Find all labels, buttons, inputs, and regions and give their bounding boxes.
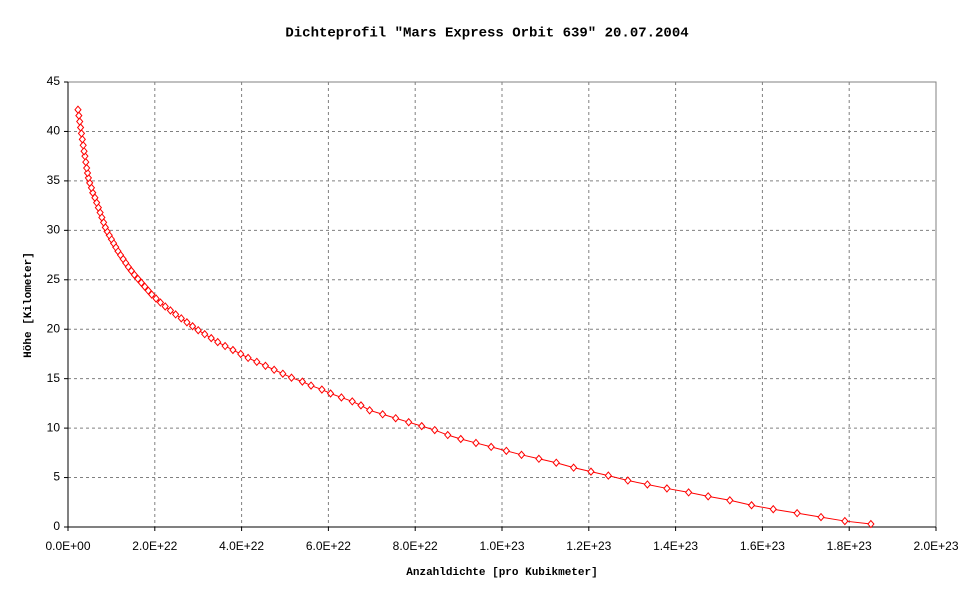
- data-point: [279, 369, 287, 378]
- data-point: [177, 314, 185, 323]
- data-point: [270, 365, 278, 375]
- data-point: [817, 512, 825, 522]
- data-point: [726, 496, 734, 505]
- y-tick-label: 30: [47, 223, 61, 237]
- data-point: [502, 446, 510, 456]
- x-tick-label: 4.0E+22: [219, 539, 264, 553]
- data-point: [405, 417, 413, 427]
- data-point: [79, 141, 87, 150]
- data-point: [472, 438, 480, 448]
- data-point: [841, 516, 849, 526]
- data-point: [357, 401, 365, 410]
- data-point: [418, 421, 426, 431]
- data-point: [378, 409, 387, 419]
- data-point: [76, 123, 85, 132]
- data-point: [161, 302, 169, 311]
- data-point: [188, 321, 197, 331]
- data-point: [82, 157, 90, 167]
- data-point: [552, 458, 560, 467]
- data-point: [444, 430, 452, 440]
- data-point: [793, 508, 801, 518]
- x-tick-label: 0.0E+00: [45, 539, 90, 553]
- data-point: [253, 357, 261, 367]
- data-point: [141, 282, 149, 291]
- y-tick-label: 35: [47, 173, 61, 187]
- data-point: [261, 361, 270, 371]
- x-tick-label: 2.0E+23: [913, 539, 958, 553]
- data-point: [244, 353, 252, 363]
- x-tick-label: 8.0E+22: [393, 539, 438, 553]
- data-point: [517, 450, 526, 460]
- data-point: [221, 341, 229, 351]
- data-point: [214, 337, 222, 347]
- x-tick-label: 1.8E+23: [827, 539, 872, 553]
- data-point: [287, 373, 296, 382]
- data-point: [569, 463, 578, 472]
- data-point: [365, 406, 374, 415]
- x-tick-label: 1.6E+23: [740, 539, 785, 553]
- y-tick-label: 10: [47, 420, 61, 434]
- x-axis-title: Anzahldichte [pro Kubikmeter]: [406, 567, 597, 579]
- data-point: [684, 488, 693, 497]
- y-axis-title: Höhe [Kilometer]: [23, 252, 35, 358]
- x-tick-label: 1.0E+23: [479, 539, 524, 553]
- x-tick-label: 1.4E+23: [653, 539, 698, 553]
- data-point: [166, 306, 175, 315]
- data-point: [326, 389, 335, 398]
- data-point: [747, 500, 756, 510]
- data-point: [392, 413, 400, 423]
- data-point: [867, 519, 875, 529]
- data-point: [237, 349, 245, 359]
- chart-title: Dichteprofil "Mars Express Orbit 639" 20…: [285, 26, 688, 42]
- data-point: [298, 377, 307, 386]
- data-point: [148, 290, 156, 299]
- data-point: [604, 471, 612, 480]
- x-tick-label: 1.2E+23: [566, 539, 611, 553]
- data-point: [156, 298, 165, 307]
- y-tick-label: 40: [47, 124, 61, 138]
- data-point: [134, 274, 142, 284]
- data-point: [487, 442, 495, 452]
- data-point: [194, 325, 202, 335]
- data-point: [337, 393, 346, 402]
- x-tick-label: 2.0E+22: [132, 539, 177, 553]
- data-point: [137, 278, 146, 288]
- y-tick-label: 0: [53, 519, 60, 533]
- data-point: [535, 454, 543, 464]
- data-point: [318, 385, 326, 394]
- data-point: [201, 329, 209, 339]
- data-point: [624, 476, 632, 485]
- data-point: [77, 129, 86, 138]
- data-point: [183, 318, 191, 327]
- data-point: [704, 492, 712, 501]
- y-tick-label: 45: [47, 74, 61, 88]
- data-point: [83, 163, 91, 173]
- data-point: [348, 397, 356, 406]
- data-point: [431, 425, 439, 435]
- data-point: [84, 173, 93, 183]
- data-point: [75, 111, 83, 120]
- y-tick-label: 20: [47, 321, 61, 335]
- data-point: [78, 135, 86, 144]
- y-tick-label: 5: [53, 470, 60, 484]
- data-point: [207, 333, 215, 343]
- data-point: [769, 504, 777, 514]
- data-point: [457, 434, 465, 444]
- data-point: [307, 381, 315, 390]
- data-point: [74, 105, 82, 114]
- data-point: [643, 480, 652, 489]
- data-point: [587, 467, 595, 476]
- x-tick-label: 6.0E+22: [306, 539, 351, 553]
- y-tick-label: 25: [47, 272, 61, 286]
- data-point: [152, 294, 160, 303]
- y-tick-label: 15: [47, 371, 61, 385]
- data-point: [80, 146, 88, 156]
- data-point: [663, 484, 671, 493]
- data-point: [144, 286, 152, 295]
- data-point: [229, 345, 237, 355]
- data-point: [76, 117, 84, 126]
- data-point: [171, 310, 180, 319]
